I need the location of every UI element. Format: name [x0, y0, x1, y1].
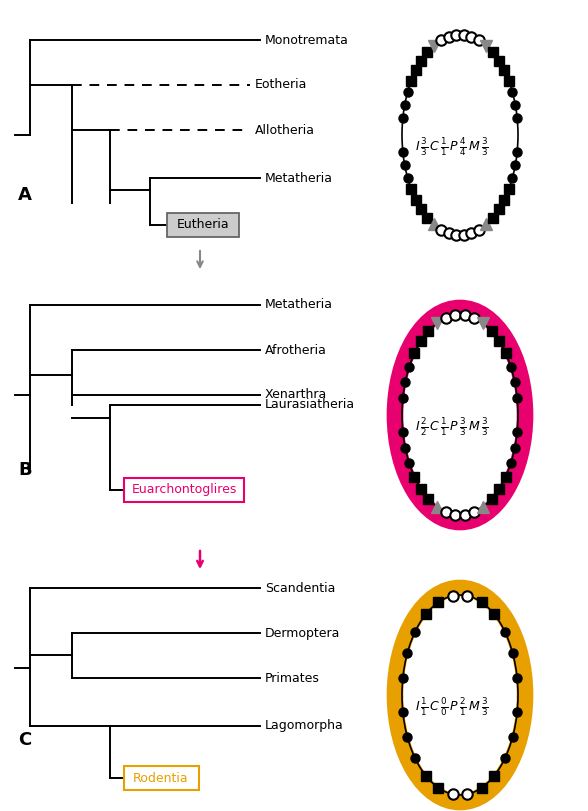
Text: Euarchontoglires: Euarchontoglires: [131, 483, 237, 496]
Text: Primates: Primates: [265, 672, 320, 684]
Text: Eotheria: Eotheria: [255, 79, 308, 92]
Text: A: A: [18, 186, 32, 204]
Text: Rodentia: Rodentia: [133, 771, 189, 784]
Text: Metatheria: Metatheria: [265, 298, 333, 311]
Text: Xenarthra: Xenarthra: [265, 388, 328, 401]
Text: $I\,\frac{2}{2}\,C\,\frac{1}{1}\,P\,\frac{3}{3}\,M\,\frac{3}{3}$: $I\,\frac{2}{2}\,C\,\frac{1}{1}\,P\,\fra…: [415, 416, 489, 438]
Text: Monotremata: Monotremata: [265, 33, 349, 46]
Text: Lagomorpha: Lagomorpha: [265, 719, 344, 732]
FancyBboxPatch shape: [124, 766, 199, 790]
FancyBboxPatch shape: [124, 478, 244, 502]
Text: C: C: [18, 731, 31, 749]
Text: $I\,\frac{1}{1}\,C\,\frac{0}{0}\,P\,\frac{2}{1}\,M\,\frac{3}{3}$: $I\,\frac{1}{1}\,C\,\frac{0}{0}\,P\,\fra…: [415, 696, 489, 718]
Text: Allotheria: Allotheria: [255, 123, 315, 136]
Text: $I\,\frac{3}{3}\,C\,\frac{1}{1}\,P\,\frac{4}{4}\,M\,\frac{3}{3}$: $I\,\frac{3}{3}\,C\,\frac{1}{1}\,P\,\fra…: [415, 136, 489, 158]
Text: Laurasiatheria: Laurasiatheria: [265, 398, 355, 411]
Text: Metatheria: Metatheria: [265, 171, 333, 184]
Text: B: B: [18, 461, 32, 479]
Text: Eutheria: Eutheria: [176, 218, 229, 231]
Text: Scandentia: Scandentia: [265, 581, 335, 594]
Text: Afrotheria: Afrotheria: [265, 344, 327, 357]
FancyBboxPatch shape: [167, 213, 239, 237]
Text: Dermoptera: Dermoptera: [265, 627, 340, 640]
